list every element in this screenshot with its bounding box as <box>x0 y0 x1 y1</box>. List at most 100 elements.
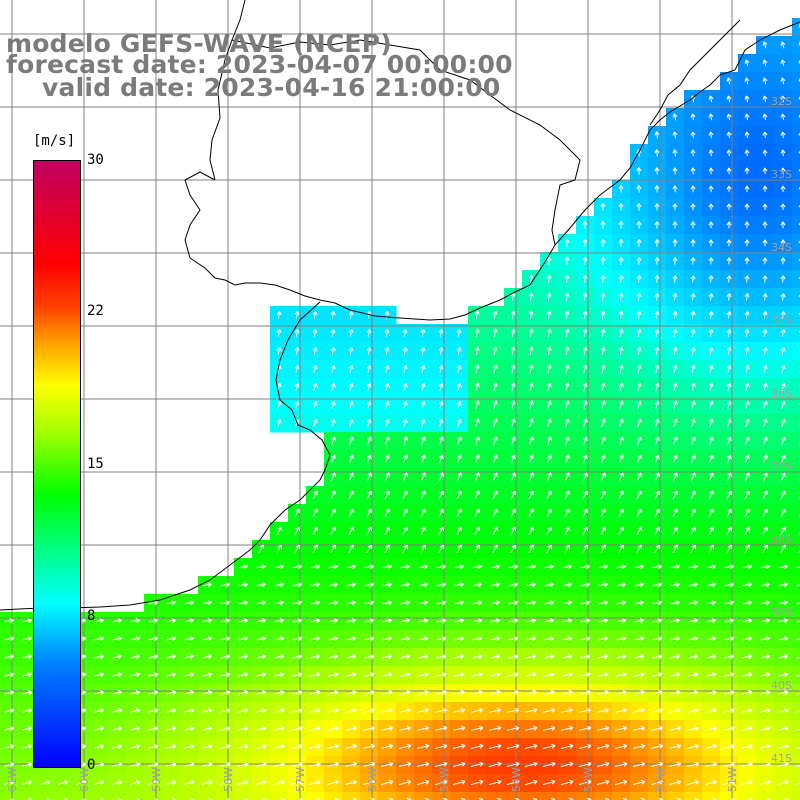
wind-arrow <box>220 582 230 588</box>
wind-arrow <box>346 600 357 606</box>
wind-arrow <box>402 436 408 446</box>
wind-arrow <box>525 707 538 713</box>
wind-arrow <box>726 77 732 85</box>
rio-de-la-plata-shore <box>209 0 246 181</box>
wind-arrow <box>528 526 534 536</box>
field-cell <box>270 792 289 800</box>
wind-arrow <box>274 618 285 624</box>
wind-arrow <box>327 743 339 749</box>
wind-arrow <box>670 618 681 624</box>
wind-arrow <box>148 690 159 696</box>
wind-arrow <box>615 690 627 695</box>
wind-arrow <box>330 364 336 373</box>
wind-arrow <box>760 564 770 570</box>
field-cell <box>792 288 800 307</box>
wind-arrow <box>795 746 800 749</box>
wind-arrow <box>471 690 483 695</box>
wind-arrow <box>652 564 662 570</box>
wind-arrow <box>705 672 717 678</box>
wind-arrow <box>741 779 753 785</box>
wind-arrow <box>762 346 768 355</box>
latitude-label: 40S <box>771 679 792 692</box>
wind-arrow <box>600 382 606 392</box>
wind-arrow <box>778 672 789 678</box>
wind-arrow <box>742 654 753 660</box>
wind-arrow <box>330 490 336 500</box>
latitude-label: 37S <box>771 460 792 473</box>
wind-arrow <box>384 346 390 355</box>
wind-arrow <box>508 600 519 606</box>
wind-arrow <box>780 526 786 536</box>
wind-arrow <box>506 743 520 749</box>
wind-arrow <box>274 654 285 660</box>
wind-arrow <box>4 618 15 624</box>
field-cell <box>792 702 800 721</box>
wind-arrow <box>654 239 660 247</box>
field-cell <box>792 648 800 667</box>
wind-arrow <box>726 400 732 410</box>
wind-arrow <box>453 672 465 677</box>
wind-arrow <box>562 582 572 588</box>
wind-arrow <box>796 656 800 659</box>
wind-arrow <box>366 436 372 446</box>
wind-arrow <box>402 490 408 500</box>
wind-arrow <box>601 418 606 428</box>
wind-arrow <box>400 600 411 606</box>
wind-arrow <box>726 328 732 337</box>
wind-arrow <box>708 544 714 554</box>
wind-arrow <box>546 274 552 284</box>
wind-arrow <box>506 725 520 731</box>
wind-arrow <box>564 256 570 266</box>
wind-arrow <box>618 490 624 500</box>
wind-arrow <box>618 544 624 554</box>
wind-arrow <box>780 167 786 175</box>
wind-arrow <box>402 526 408 536</box>
wind-arrow <box>345 708 357 713</box>
wind-arrow <box>94 708 105 714</box>
wind-arrow <box>542 725 556 731</box>
wind-arrow <box>456 472 462 482</box>
wind-arrow <box>330 454 336 464</box>
wind-arrow <box>582 472 588 482</box>
wind-arrow <box>364 564 374 570</box>
wind-arrow <box>546 292 552 302</box>
wind-arrow <box>762 149 768 157</box>
wind-arrow <box>202 582 212 588</box>
wind-arrow <box>381 690 393 695</box>
wind-arrow <box>256 600 266 606</box>
wind-arrow <box>744 490 750 500</box>
wind-arrow <box>398 743 412 749</box>
wind-arrow <box>580 564 590 570</box>
wind-arrow <box>129 744 141 749</box>
wind-arrow <box>492 526 498 536</box>
wind-arrow <box>75 780 87 785</box>
wind-arrow <box>219 708 231 713</box>
wind-arrow <box>760 654 771 660</box>
wind-arrow <box>636 292 642 301</box>
wind-arrow <box>22 690 33 696</box>
wind-arrow <box>183 780 195 785</box>
wind-arrow <box>435 708 448 713</box>
field-cell <box>702 792 721 800</box>
wind-arrow <box>130 636 141 642</box>
wind-arrow <box>201 762 213 767</box>
wind-arrow <box>4 762 15 767</box>
wind-arrow <box>744 364 750 373</box>
wind-arrow <box>759 780 771 785</box>
wind-arrow <box>345 761 358 767</box>
wind-arrow <box>345 743 358 749</box>
wind-arrow <box>780 328 786 337</box>
wind-arrow <box>438 490 444 500</box>
wind-arrow <box>579 690 591 695</box>
wind-arrow <box>634 618 645 624</box>
wind-arrow <box>616 600 627 606</box>
wind-arrow <box>708 293 714 301</box>
wind-arrow <box>202 654 213 660</box>
wind-arrow <box>796 674 800 677</box>
wind-arrow <box>348 364 354 373</box>
wind-arrow <box>474 364 480 374</box>
wind-arrow <box>562 636 573 642</box>
wind-arrow <box>669 761 682 767</box>
wind-arrow <box>402 472 408 482</box>
